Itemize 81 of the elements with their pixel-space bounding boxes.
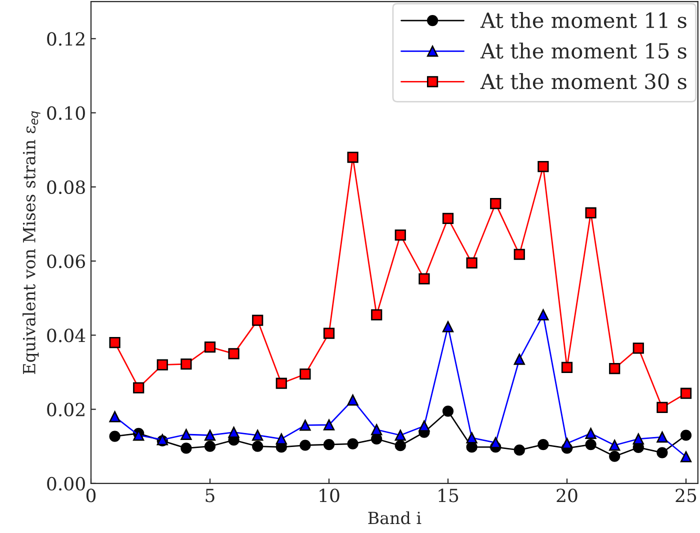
point — [300, 440, 311, 451]
point — [180, 428, 192, 440]
x-tick-label: 25 — [676, 488, 696, 502]
point — [300, 420, 311, 431]
x-tick-label: 10 — [320, 488, 340, 502]
point — [228, 348, 240, 360]
y-tick-label: 0.00 — [47, 476, 85, 491]
point — [371, 309, 382, 320]
point — [514, 444, 525, 456]
point — [394, 230, 406, 241]
point — [538, 438, 549, 450]
point — [442, 406, 454, 417]
legend-label: At the moment 30 s — [480, 73, 686, 90]
point — [585, 207, 596, 218]
point — [323, 328, 335, 339]
x-tick-label: 0 — [86, 488, 96, 502]
y-tick-label: 0.08 — [47, 180, 85, 194]
point — [442, 212, 454, 224]
point — [680, 388, 692, 399]
point — [490, 437, 502, 448]
point — [347, 152, 358, 163]
point — [109, 411, 120, 422]
point — [252, 440, 264, 452]
point — [680, 451, 692, 462]
x-tick-label: 20 — [556, 488, 578, 502]
point — [394, 430, 406, 441]
point — [394, 440, 406, 452]
y-tick-label: 0.10 — [47, 106, 85, 120]
point — [252, 430, 264, 441]
point — [585, 428, 596, 439]
y-tick-label: 0.04 — [47, 328, 86, 342]
point — [466, 432, 478, 444]
point — [632, 342, 644, 354]
point — [561, 362, 573, 373]
point — [371, 424, 382, 436]
point — [632, 433, 644, 445]
x-tick-label: 5 — [206, 488, 214, 502]
point — [300, 368, 311, 380]
point — [204, 440, 216, 452]
point — [538, 160, 549, 172]
point — [323, 419, 335, 430]
y-tick-label: 0.06 — [47, 254, 85, 268]
point — [609, 440, 620, 451]
point — [680, 430, 692, 441]
legend-label: At the moment 15 s — [480, 42, 686, 59]
point — [490, 198, 502, 210]
point — [180, 442, 192, 454]
point — [204, 341, 216, 353]
point — [656, 432, 668, 443]
point — [252, 314, 264, 326]
point — [656, 447, 668, 458]
y-tick-label: 0.12 — [47, 32, 84, 46]
point — [276, 378, 287, 389]
y-tick-label: 0.02 — [47, 402, 84, 416]
point — [561, 438, 573, 449]
point — [418, 273, 430, 284]
point — [133, 382, 144, 394]
point — [323, 438, 335, 450]
point — [109, 337, 120, 348]
point — [109, 430, 120, 442]
point — [585, 438, 596, 450]
point — [347, 438, 358, 450]
point — [442, 321, 454, 332]
point — [228, 426, 240, 438]
x-tick-label: 15 — [438, 488, 458, 502]
point — [538, 309, 549, 320]
point — [180, 358, 192, 370]
point — [514, 354, 525, 365]
point — [156, 359, 168, 370]
point — [609, 362, 620, 374]
point — [466, 257, 478, 268]
point — [514, 248, 525, 260]
point — [609, 450, 620, 462]
y-axis-title: Equivalent von Mises strain ε$_{eq}$ — [22, 111, 40, 374]
x-axis-title: Band i — [368, 511, 422, 524]
point — [347, 394, 358, 406]
point — [276, 433, 287, 445]
point — [418, 420, 430, 432]
point — [204, 430, 216, 441]
point — [656, 402, 668, 414]
legend-label: At the moment 11 s — [480, 12, 686, 28]
